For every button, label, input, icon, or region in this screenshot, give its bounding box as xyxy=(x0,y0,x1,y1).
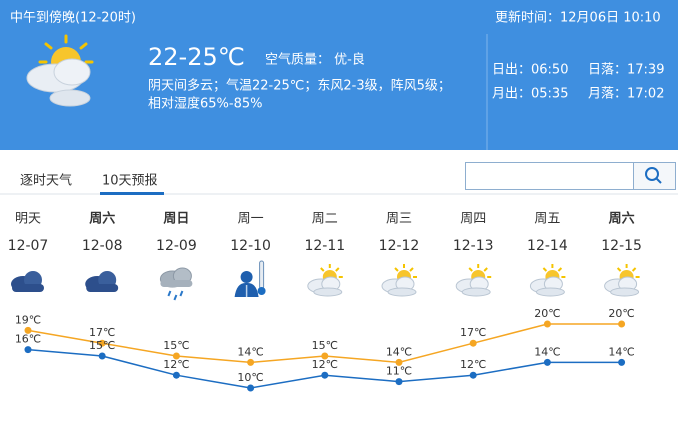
weekday: 明天 xyxy=(15,212,41,227)
weekday: 周一 xyxy=(238,212,264,227)
weekday: 周六 xyxy=(609,211,635,227)
date: 12-08 xyxy=(82,238,123,254)
temperature-point xyxy=(618,320,626,328)
date: 12-13 xyxy=(453,238,494,254)
temperature-point xyxy=(24,326,32,334)
search-button[interactable] xyxy=(633,162,676,190)
temperature-label: 14℃ xyxy=(534,345,560,358)
temperature-point xyxy=(24,346,32,354)
temperature-label: 17℃ xyxy=(460,326,486,339)
air-quality: 空气质量： 优-良 xyxy=(265,52,365,68)
temperature-label: 14℃ xyxy=(386,345,412,358)
temperature-point xyxy=(98,339,106,347)
date: 12-14 xyxy=(527,238,568,254)
temperature-point xyxy=(172,352,180,360)
weather-icon xyxy=(381,264,417,297)
temperature-label: 19℃ xyxy=(15,313,41,326)
temperature-label: 17℃ xyxy=(89,326,115,339)
temperature-point xyxy=(98,352,106,360)
temperature-label: 12℃ xyxy=(312,358,338,371)
date: 12-07 xyxy=(8,238,49,254)
date: 12-12 xyxy=(379,238,420,254)
temperature-point xyxy=(395,358,403,366)
temperature: 22-25℃ xyxy=(148,43,245,71)
sunrise: 日出：06:50 xyxy=(492,63,568,78)
temperature-point xyxy=(172,371,180,379)
temperature-label: 10℃ xyxy=(237,371,263,384)
date: 12-11 xyxy=(304,238,345,254)
temperature-point xyxy=(321,352,329,360)
search-icon xyxy=(645,167,662,184)
temperature-label: 15℃ xyxy=(89,339,115,352)
tab-active[interactable]: 10天预报 xyxy=(102,174,158,189)
weekday: 周五 xyxy=(534,212,560,227)
weather-icon xyxy=(455,264,492,297)
temperature-point xyxy=(247,384,255,392)
weekday: 周四 xyxy=(460,212,486,227)
sunset: 日落：17:39 xyxy=(588,63,664,78)
temperature-label: 14℃ xyxy=(237,345,263,358)
weather-icon xyxy=(604,264,640,297)
header-panel xyxy=(0,0,678,150)
current-weather-icon xyxy=(26,34,94,107)
weather-icon xyxy=(85,271,119,292)
header-title: 中午到傍晚(12-20时) xyxy=(10,10,136,26)
temperature-label: 20℃ xyxy=(534,307,560,320)
weekday: 周二 xyxy=(312,212,338,227)
date: 12-09 xyxy=(156,238,197,254)
moonrise: 月出：05:35 xyxy=(492,87,568,102)
tab-underline xyxy=(100,192,164,195)
weekday: 周六 xyxy=(89,211,115,227)
moonset: 月落：17:02 xyxy=(588,87,664,102)
date: 12-10 xyxy=(230,238,271,254)
weather-icon xyxy=(529,264,566,297)
temperature-point xyxy=(618,358,626,366)
temperature-point xyxy=(247,358,255,366)
temperature-label: 12℃ xyxy=(163,358,189,371)
weather-icon xyxy=(11,271,44,292)
weather-icon xyxy=(307,264,343,297)
temperature-point xyxy=(321,371,329,379)
date: 12-15 xyxy=(601,238,642,254)
weekday: 周三 xyxy=(386,212,412,227)
temperature-label: 15℃ xyxy=(312,339,338,352)
temperature-label: 12℃ xyxy=(460,358,486,371)
humidity: 相对湿度65%-85% xyxy=(148,96,262,112)
temperature-label: 14℃ xyxy=(608,345,634,358)
weather-description: 阴天间多云；气温22-25℃；东风2-3级，阵风5级； xyxy=(148,78,451,94)
update-time: 更新时间：12月06日 10:10 xyxy=(495,10,661,26)
weekday: 周日 xyxy=(163,212,189,227)
weather-icon xyxy=(234,260,266,297)
temperature-point xyxy=(469,371,477,379)
temperature-label: 15℃ xyxy=(163,339,189,352)
temperature-point xyxy=(469,339,477,347)
temperature-point xyxy=(395,378,403,386)
temperature-label: 11℃ xyxy=(386,365,412,378)
weather-icon xyxy=(159,267,193,301)
temperature-point xyxy=(543,358,551,366)
temperature-point xyxy=(543,320,551,328)
temperature-label: 16℃ xyxy=(15,333,41,346)
tab[interactable]: 逐时天气 xyxy=(20,173,72,189)
search-input[interactable] xyxy=(465,162,634,190)
temperature-label: 20℃ xyxy=(608,307,634,320)
